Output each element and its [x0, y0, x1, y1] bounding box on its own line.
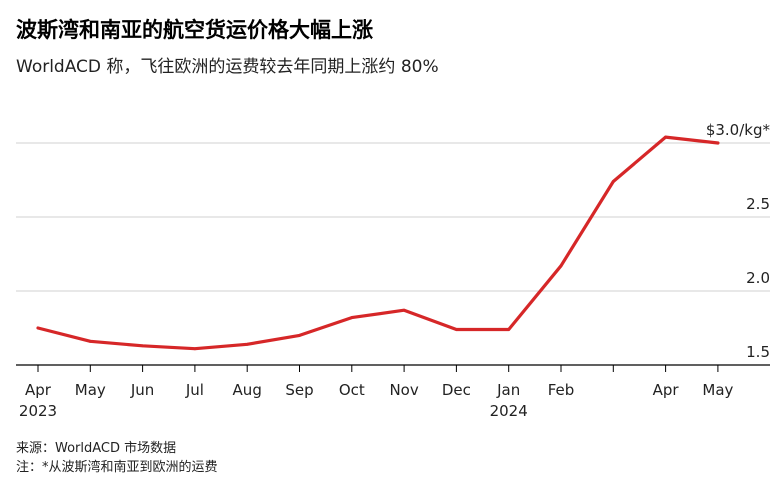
- y-tick-label: $3.0/kg*: [706, 121, 771, 139]
- x-tick-label: Nov: [389, 381, 418, 399]
- x-tick-label: Oct: [339, 381, 365, 399]
- x-tick-label: Jan: [496, 381, 520, 399]
- y-tick-label: 1.5: [746, 343, 770, 361]
- y-tick-label: 2.5: [746, 195, 770, 213]
- x-tick-label: May: [702, 381, 733, 399]
- data-point: [245, 342, 249, 346]
- data-point: [193, 347, 197, 351]
- source-note: 来源：WorldACD 市场数据: [16, 441, 177, 456]
- data-point: [507, 328, 511, 331]
- x-tick-year-label: 2023: [19, 402, 57, 420]
- x-tick-label: Jul: [185, 381, 204, 399]
- data-point: [716, 141, 720, 145]
- footnote: 注：*从波斯湾和南亚到欧洲的运费: [16, 460, 218, 475]
- x-tick-label: May: [75, 381, 106, 399]
- x-tick-label: Apr: [25, 381, 52, 399]
- data-point: [350, 316, 354, 320]
- data-point: [664, 135, 667, 139]
- data-point: [611, 180, 615, 183]
- series-line: [36, 135, 720, 351]
- x-tick-label: Jun: [130, 381, 154, 399]
- data-point: [559, 264, 563, 268]
- x-tick-label: Apr: [653, 381, 680, 399]
- x-tick-label: Sep: [285, 381, 313, 399]
- data-point: [402, 308, 406, 312]
- x-tick-year-label: 2024: [490, 402, 528, 420]
- data-point: [141, 344, 145, 348]
- x-tick-label: Feb: [548, 381, 575, 399]
- x-tick-label: Dec: [442, 381, 471, 399]
- chart-subtitle: WorldACD 称，飞往欧洲的运费较去年同期上涨约 80%: [16, 57, 439, 77]
- y-tick-label: 2.0: [746, 269, 770, 287]
- data-point: [455, 328, 458, 331]
- data-point: [298, 334, 301, 337]
- data-point: [88, 339, 92, 343]
- chart-title: 波斯湾和南亚的航空货运价格大幅上涨: [16, 18, 373, 42]
- x-tick-label: Aug: [233, 381, 262, 399]
- data-point: [36, 326, 40, 330]
